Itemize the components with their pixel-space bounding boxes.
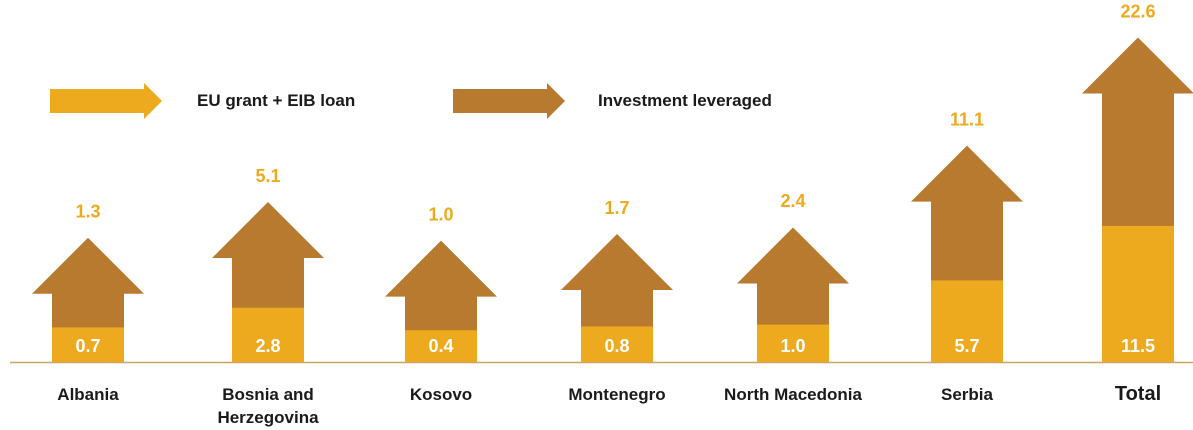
value-label: 1.0 bbox=[780, 336, 805, 356]
value-label: 0.7 bbox=[75, 336, 100, 356]
value-label: 22.6 bbox=[1120, 1, 1155, 21]
bar bbox=[232, 307, 304, 362]
bar bbox=[405, 330, 477, 362]
legend-label: EU grant + EIB loan bbox=[197, 91, 356, 110]
value-label: 0.4 bbox=[428, 336, 453, 356]
bar bbox=[581, 326, 653, 362]
value-label: 11.1 bbox=[950, 109, 984, 129]
x-tick-label: Albania bbox=[57, 385, 119, 404]
value-label: 0.8 bbox=[604, 336, 629, 356]
x-tick-label: Serbia bbox=[941, 385, 993, 404]
bar bbox=[757, 324, 829, 362]
value-label: 5.7 bbox=[954, 336, 979, 356]
bar bbox=[931, 280, 1003, 362]
value-label: 1.0 bbox=[428, 204, 453, 224]
x-tick-label: North Macedonia bbox=[724, 385, 862, 404]
x-tick-label: Kosovo bbox=[409, 385, 473, 404]
value-label: 2.8 bbox=[255, 336, 280, 356]
value-label: 11.5 bbox=[1121, 336, 1155, 356]
bar bbox=[1102, 225, 1174, 362]
value-label: 1.7 bbox=[604, 198, 629, 218]
legend-swatch bbox=[50, 83, 162, 119]
legend-label: Investment leveraged bbox=[598, 91, 772, 110]
legend-swatch bbox=[453, 83, 565, 119]
x-tick-label: Bosnia and Herzegovina bbox=[217, 385, 319, 427]
x-tick-label: Total bbox=[1114, 383, 1162, 405]
bar bbox=[52, 327, 124, 362]
value-label: 1.3 bbox=[75, 202, 100, 222]
value-label: 2.4 bbox=[780, 191, 805, 211]
x-tick-label: Montenegro bbox=[568, 385, 666, 404]
value-label: 5.1 bbox=[255, 166, 280, 186]
